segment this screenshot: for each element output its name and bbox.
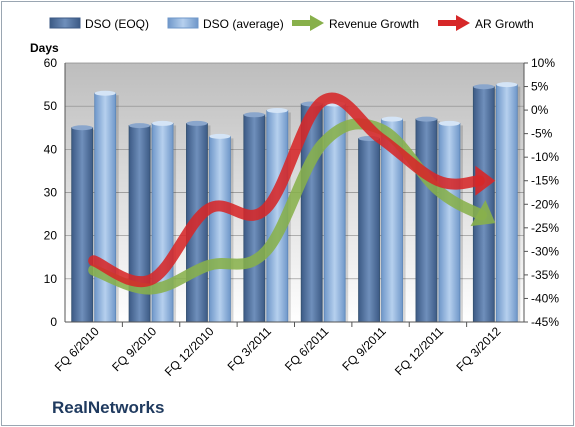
x-tick-label: FQ 12/2011: [392, 324, 446, 378]
y-right-tick-label: -35%: [531, 268, 559, 282]
bar-dso-eoq-: [358, 138, 380, 323]
y-axis-right: -45% -40% -35% -30% -25% -20% -15% -10% -5% 0% 5% 1…: [524, 56, 559, 329]
y-right-tick-label: -15%: [531, 174, 559, 188]
bar-cap: [415, 116, 437, 122]
x-tick-label: FQ 6/2010: [52, 324, 102, 374]
bar-cap: [94, 90, 116, 96]
bar-dso-average-: [495, 84, 518, 323]
bar-dso-average-: [209, 135, 231, 323]
bar-cap: [129, 123, 151, 129]
legend-label-ar-growth: AR Growth: [475, 17, 534, 31]
y-right-tick-label: -40%: [531, 291, 559, 305]
bar-cap: [71, 125, 93, 131]
y-right-tick-label: 0%: [531, 103, 549, 117]
legend-label-dso-eoq: DSO (EOQ): [85, 17, 149, 31]
legend-label-revenue-growth: Revenue Growth: [329, 17, 419, 31]
company-name: RealNetworks: [52, 398, 165, 417]
arrowhead-ar-growth: [475, 165, 496, 196]
y-left-tick-label: 40: [44, 142, 58, 156]
y-axis-label: Days: [30, 41, 59, 55]
bar-dso-eoq-: [71, 127, 94, 323]
growth-lines: [88, 92, 496, 295]
x-tick-label: FQ 3/2011: [225, 324, 275, 374]
x-tick-label: FQ 9/2010: [109, 324, 159, 374]
bar-cap: [243, 112, 265, 118]
x-tick-label: FQ 3/2012: [453, 324, 503, 374]
bar-cap: [152, 120, 174, 126]
bar-dso-eoq-: [415, 118, 438, 323]
y-left-tick-label: 30: [44, 186, 58, 200]
y-right-tick-label: -45%: [531, 315, 559, 329]
y-right-tick-label: 10%: [531, 56, 555, 70]
y-right-tick-label: -20%: [531, 197, 559, 211]
legend-swatch-dso-eoq: [49, 17, 81, 29]
x-tick-label: FQ 6/2011: [282, 324, 332, 374]
line-ar-growth: [88, 92, 485, 288]
x-tick-label: FQ 12/2010: [162, 324, 217, 379]
bar-dso-average-: [438, 123, 461, 323]
bar-cap: [266, 107, 288, 113]
y-left-tick-label: 10: [44, 272, 58, 286]
bar-cap: [209, 133, 231, 139]
bar-cap: [381, 116, 403, 122]
y-right-tick-label: 5%: [531, 80, 549, 94]
y-right-tick-label: -25%: [531, 221, 559, 235]
y-axis-left: 0 10 20 30 40 50 60: [44, 56, 58, 329]
y-right-tick-label: -10%: [531, 150, 559, 164]
y-right-tick-label: -5%: [531, 127, 553, 141]
x-tick-label: FQ 9/2011: [339, 324, 389, 374]
bar-cap: [438, 120, 460, 126]
legend-swatch-ar-growth: [438, 15, 470, 31]
legend-label-dso-average: DSO (average): [203, 17, 284, 31]
legend-swatch-dso-average: [167, 17, 199, 29]
y-left-tick-label: 60: [44, 56, 58, 70]
bar-cap: [186, 120, 208, 126]
bar-cap: [496, 82, 518, 88]
y-left-tick-label: 0: [50, 315, 57, 329]
y-left-tick-label: 20: [44, 229, 58, 243]
arrowhead-revenue-growth: [470, 200, 496, 227]
legend-swatch-revenue-growth: [292, 15, 324, 31]
x-axis: FQ 6/2010 FQ 9/2010 FQ 12/2010 FQ 3/2011 FQ …: [52, 324, 504, 379]
y-right-tick-label: -30%: [531, 244, 559, 258]
legend: DSO (EOQ) DSO (average) Revenue Growth A…: [49, 15, 534, 31]
bar-cap: [473, 84, 495, 90]
y-left-tick-label: 50: [44, 99, 58, 113]
bar-dso-average-: [94, 92, 117, 323]
